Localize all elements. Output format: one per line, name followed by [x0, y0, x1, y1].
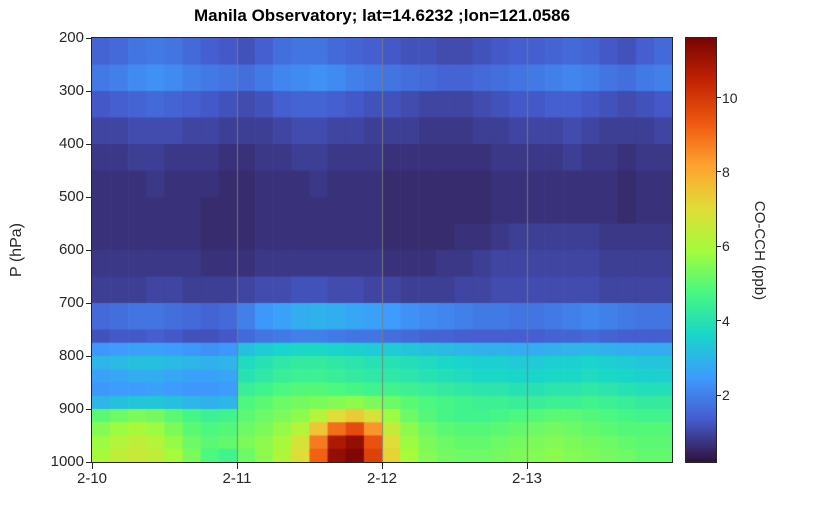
colorbar-tick-label: 4: [722, 312, 730, 329]
y-tick-mark: [86, 461, 92, 463]
y-tick-label: 200: [58, 29, 84, 46]
colorbar-tick-mark: [716, 171, 721, 173]
colorbar-tick-mark: [716, 245, 721, 247]
x-tick-label: 2-13: [511, 470, 543, 487]
y-tick-label: 500: [58, 188, 84, 205]
colorbar-tick-mark: [716, 320, 721, 322]
y-tick-label: 700: [58, 294, 84, 311]
y-tick-mark: [86, 408, 92, 410]
colorbar-tick-label: 6: [722, 238, 730, 255]
colorbar: [685, 37, 717, 463]
colorbar-tick-label: 2: [722, 387, 730, 404]
x-tick-label: 2-10: [76, 470, 108, 487]
y-tick-mark: [86, 143, 92, 145]
plot-area: [91, 37, 673, 463]
chart-title: Manila Observatory; lat=14.6232 ;lon=121…: [193, 6, 571, 25]
y-axis-label: P (hPa): [8, 223, 26, 277]
colorbar-tick-mark: [716, 394, 721, 396]
x-tick-mark: [381, 463, 383, 469]
y-tick-label: 800: [58, 347, 84, 364]
colorbar-tick-label: 10: [722, 89, 738, 106]
y-tick-label: 300: [58, 82, 84, 99]
y-tick-mark: [86, 249, 92, 251]
y-tick-label: 600: [58, 241, 84, 258]
y-tick-mark: [86, 37, 92, 39]
x-tick-label: 2-11: [222, 470, 252, 487]
y-tick-label: 1000: [50, 453, 84, 470]
y-tick-label: 400: [58, 135, 84, 152]
x-tick-label: 2-12: [366, 470, 398, 487]
colorbar-tick-mark: [716, 97, 721, 98]
y-tick-mark: [86, 302, 92, 304]
x-tick-mark: [526, 463, 528, 469]
x-tick-mark: [91, 463, 93, 469]
x-tick-mark: [236, 463, 238, 469]
heatmap-canvas: [91, 37, 673, 463]
y-tick-mark: [86, 90, 92, 92]
y-tick-label: 900: [58, 400, 84, 417]
colorbar-canvas: [685, 37, 717, 463]
colorbar-tick-label: 8: [722, 163, 730, 180]
y-tick-mark: [86, 196, 92, 198]
y-tick-mark: [86, 355, 92, 357]
